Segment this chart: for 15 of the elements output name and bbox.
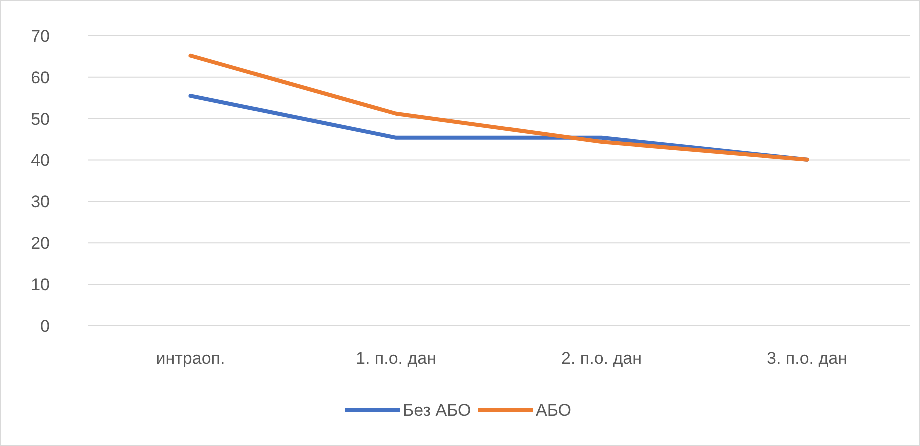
x-tick-label: 3. п.о. дан: [767, 349, 848, 368]
y-tick-label: 30: [31, 192, 50, 212]
y-tick-label: 70: [31, 26, 50, 46]
legend-label: АБО: [536, 400, 572, 420]
y-tick-label: 0: [40, 316, 50, 336]
y-tick-label: 60: [31, 68, 50, 88]
x-tick-label: 2. п.о. дан: [562, 349, 642, 368]
y-tick-label: 40: [31, 151, 50, 170]
x-tick-label: интраоп.: [156, 349, 226, 368]
line-series: [188, 54, 810, 162]
legend-label: Без АБО: [403, 400, 472, 420]
y-tick-label: 20: [31, 234, 50, 254]
x-tick-label: 1. п.о. дан: [356, 349, 436, 368]
y-tick-label: 10: [31, 276, 50, 295]
y-tick-label: 50: [31, 110, 50, 129]
